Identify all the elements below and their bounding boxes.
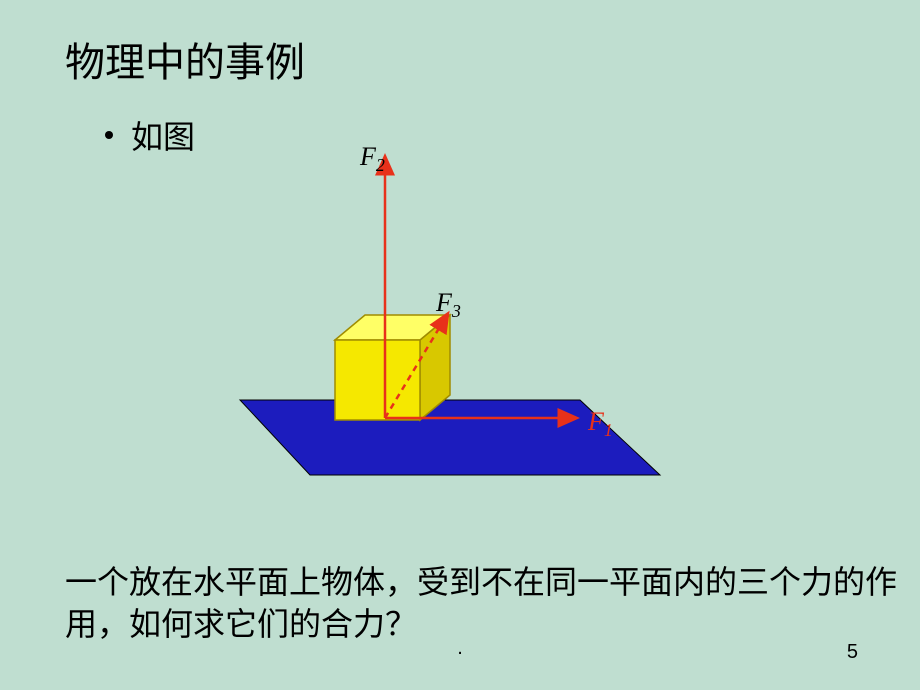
bullet-dot [105,131,113,139]
center-mark: . [457,637,463,660]
page-number: 5 [847,641,858,664]
page-title: 物理中的事例 [65,30,305,88]
question-text: 一个放在水平面上物体，受到不在同一平面内的三个力的作用，如何求它们的合力？ [65,562,920,645]
diagram-svg [140,130,690,510]
label-f3: F3 [436,288,461,322]
label-f1: F1 [588,407,613,441]
physics-diagram: F2 F3 F1 [140,130,690,510]
label-f2: F2 [360,142,385,176]
